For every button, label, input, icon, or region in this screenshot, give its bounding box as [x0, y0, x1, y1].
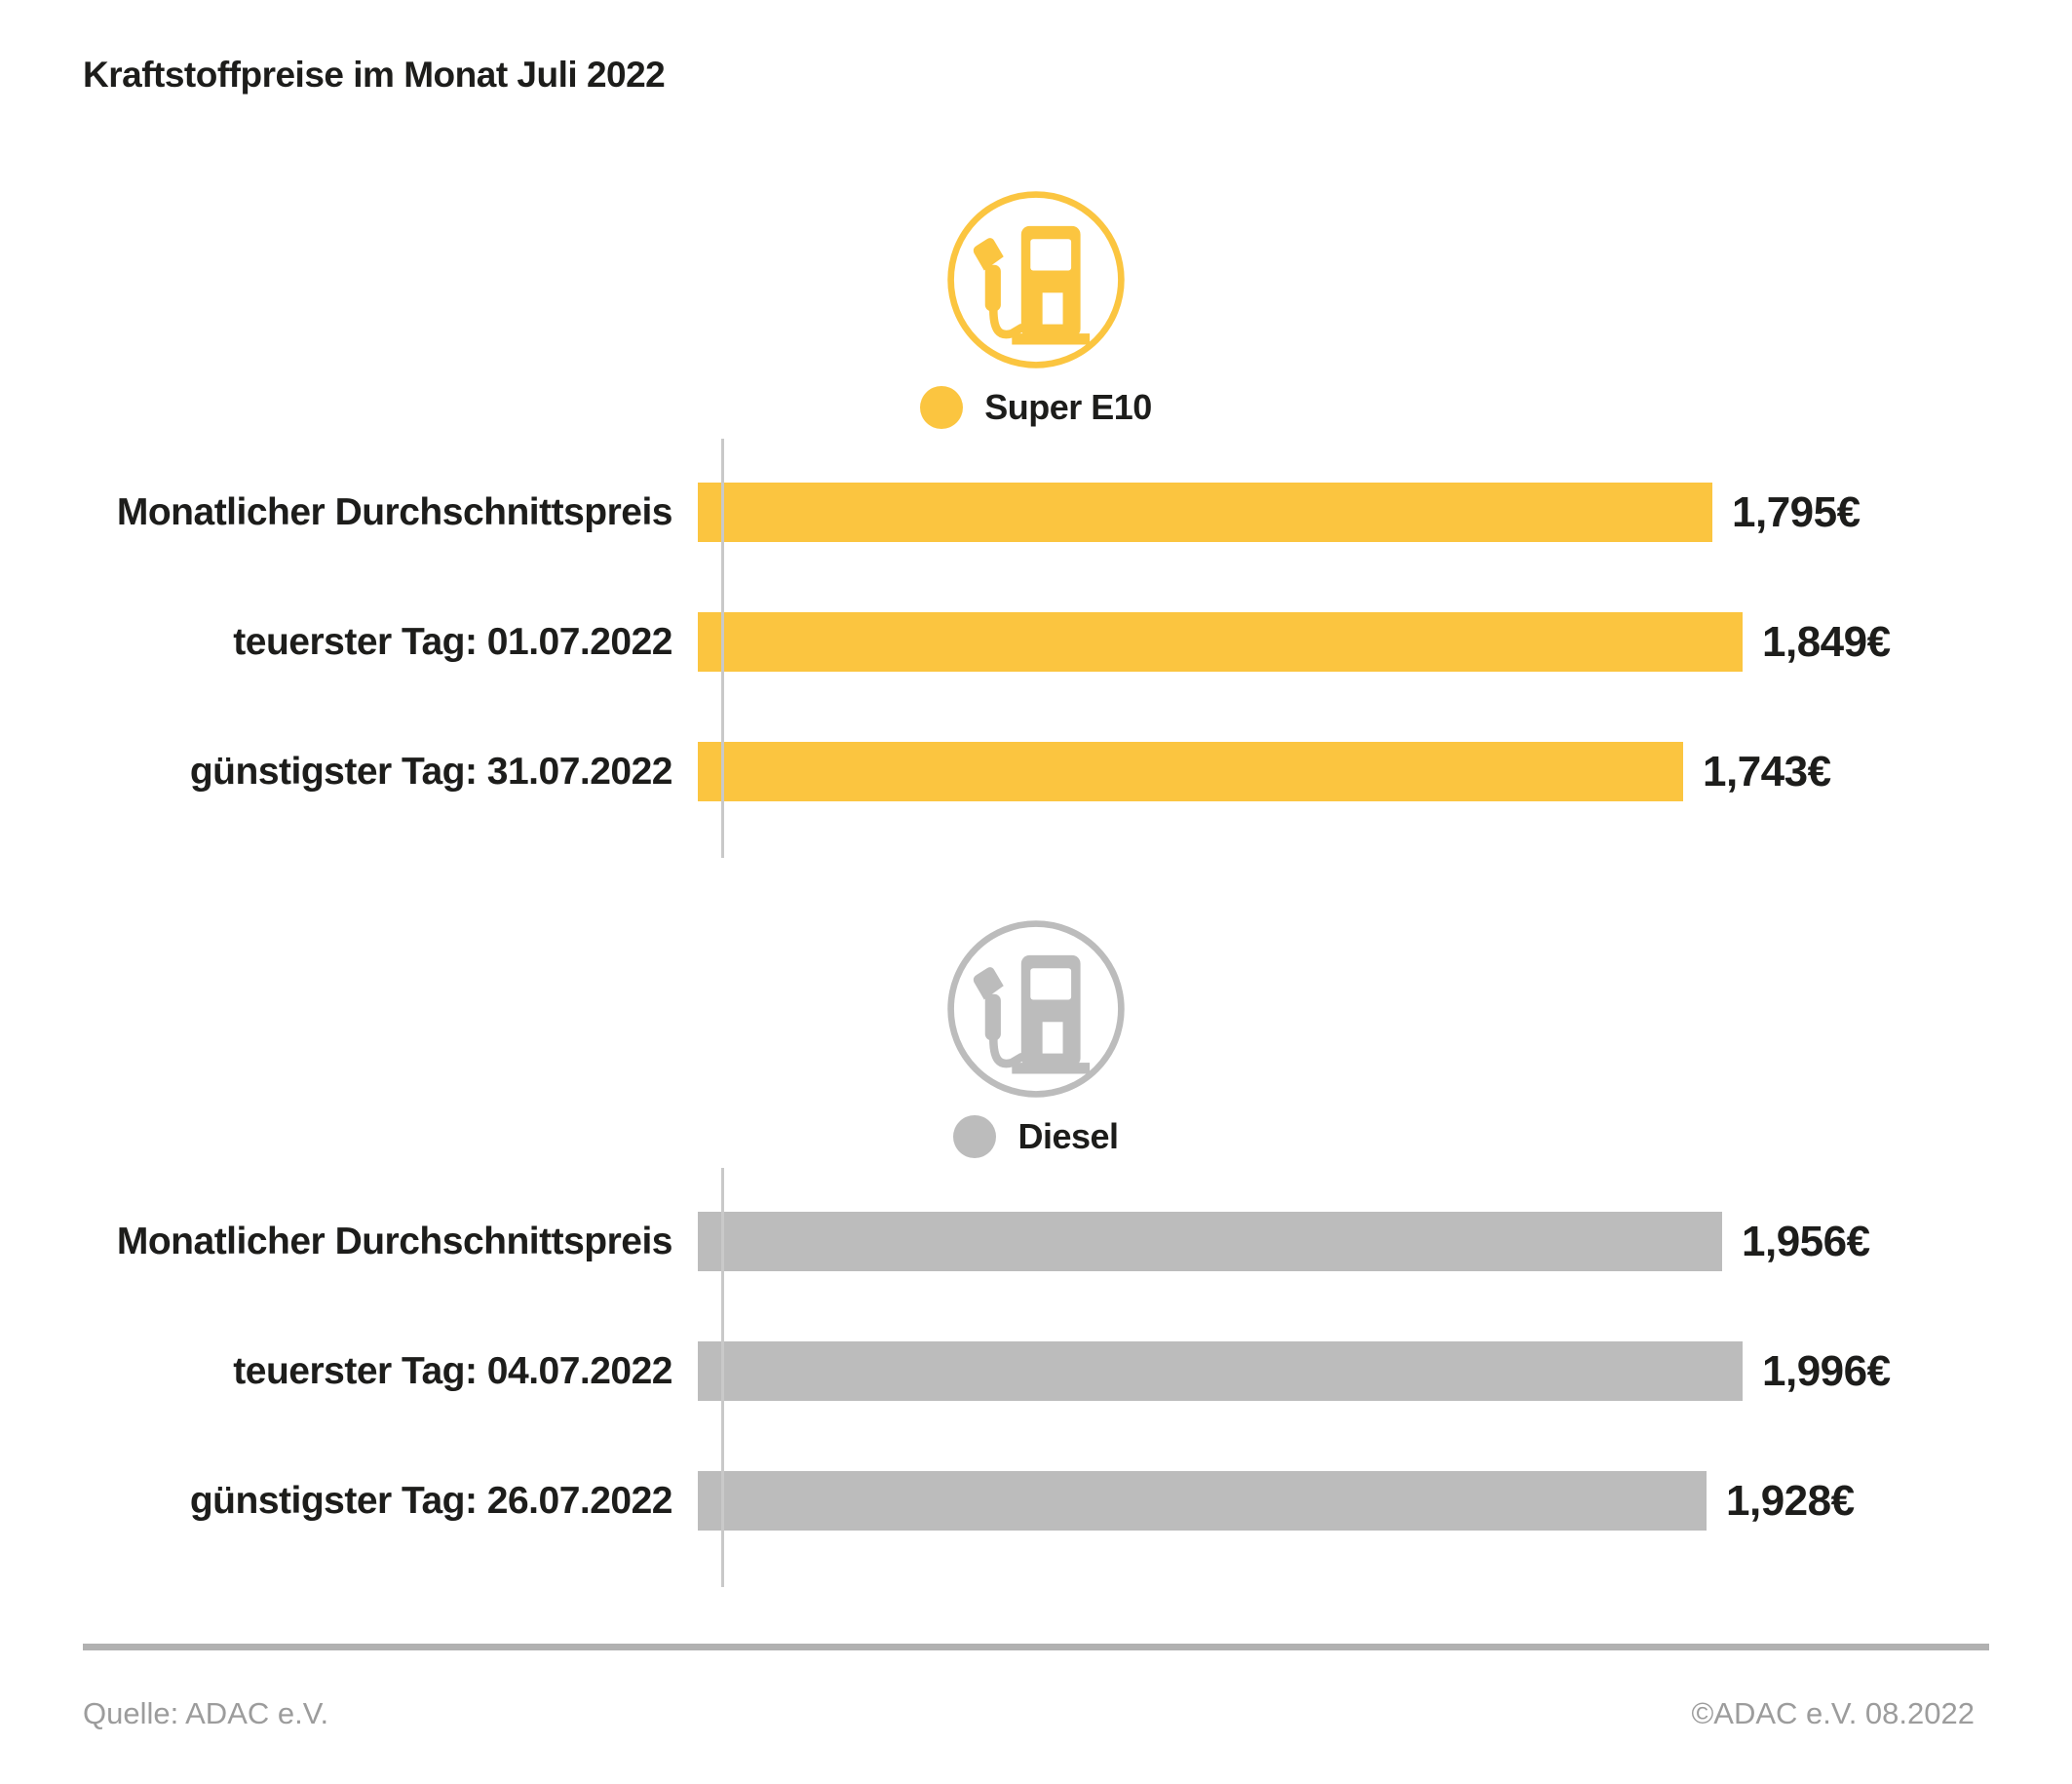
bar-row-label: teuerster Tag: 04.07.2022	[233, 1349, 672, 1392]
bar-value: 1,928€	[1726, 1476, 1855, 1525]
bar-chart-diesel: Monatlicher Durchschnittspreis 1,956€ te…	[0, 1168, 2072, 1587]
bar-value: 1,849€	[1762, 617, 1891, 666]
fuel-pump-icon	[943, 916, 1129, 1102]
bar	[698, 612, 1743, 672]
section-diesel: Diesel Monatlicher Durchschnittspreis 1,…	[0, 916, 2072, 1587]
bar-row: teuerster Tag: 04.07.2022 1,996€	[0, 1341, 2072, 1401]
bar-value: 1,996€	[1762, 1346, 1891, 1395]
bar-row-label: günstigster Tag: 26.07.2022	[189, 1479, 673, 1522]
bar-row: teuerster Tag: 01.07.2022 1,849€	[0, 612, 2072, 672]
legend-super-e10: Super E10	[0, 384, 2072, 431]
bar-row: Monatlicher Durchschnittspreis 1,956€	[0, 1212, 2072, 1271]
legend-label: Diesel	[1017, 1116, 1119, 1156]
bar	[698, 1212, 1722, 1271]
bar-row: günstigster Tag: 26.07.2022 1,928€	[0, 1471, 2072, 1531]
bar-row: Monatlicher Durchschnittspreis 1,795€	[0, 483, 2072, 542]
footer-copyright: ©ADAC e.V. 08.2022	[1691, 1696, 1975, 1730]
legend-dot	[920, 386, 964, 429]
bar-row-label: Monatlicher Durchschnittspreis	[116, 1220, 673, 1262]
axis-line	[721, 439, 724, 858]
legend-dot	[953, 1115, 997, 1158]
bar	[698, 742, 1683, 801]
bar-chart-super-e10: Monatlicher Durchschnittspreis 1,795€ te…	[0, 439, 2072, 858]
bar-value: 1,795€	[1732, 487, 1861, 536]
axis-line	[721, 1168, 724, 1587]
footer-source: Quelle: ADAC e.V.	[83, 1696, 329, 1730]
footer-divider	[83, 1644, 1989, 1650]
bar-row-label: günstigster Tag: 31.07.2022	[189, 750, 673, 793]
bar	[698, 483, 1712, 542]
bar	[698, 1341, 1743, 1401]
legend-label: Super E10	[984, 387, 1152, 427]
bar-row-label: teuerster Tag: 01.07.2022	[233, 620, 672, 663]
legend-diesel: Diesel	[0, 1113, 2072, 1160]
bar-value: 1,743€	[1703, 747, 1831, 795]
bar-value: 1,956€	[1742, 1217, 1870, 1265]
section-super-e10: Super E10 Monatlicher Durchschnittspreis…	[0, 187, 2072, 858]
bar-row: günstigster Tag: 31.07.2022 1,743€	[0, 742, 2072, 801]
bar-row-label: Monatlicher Durchschnittspreis	[116, 490, 673, 533]
page-title: Kraftstoffpreise im Monat Juli 2022	[83, 55, 666, 95]
fuel-pump-icon	[943, 187, 1129, 372]
bar	[698, 1471, 1707, 1531]
